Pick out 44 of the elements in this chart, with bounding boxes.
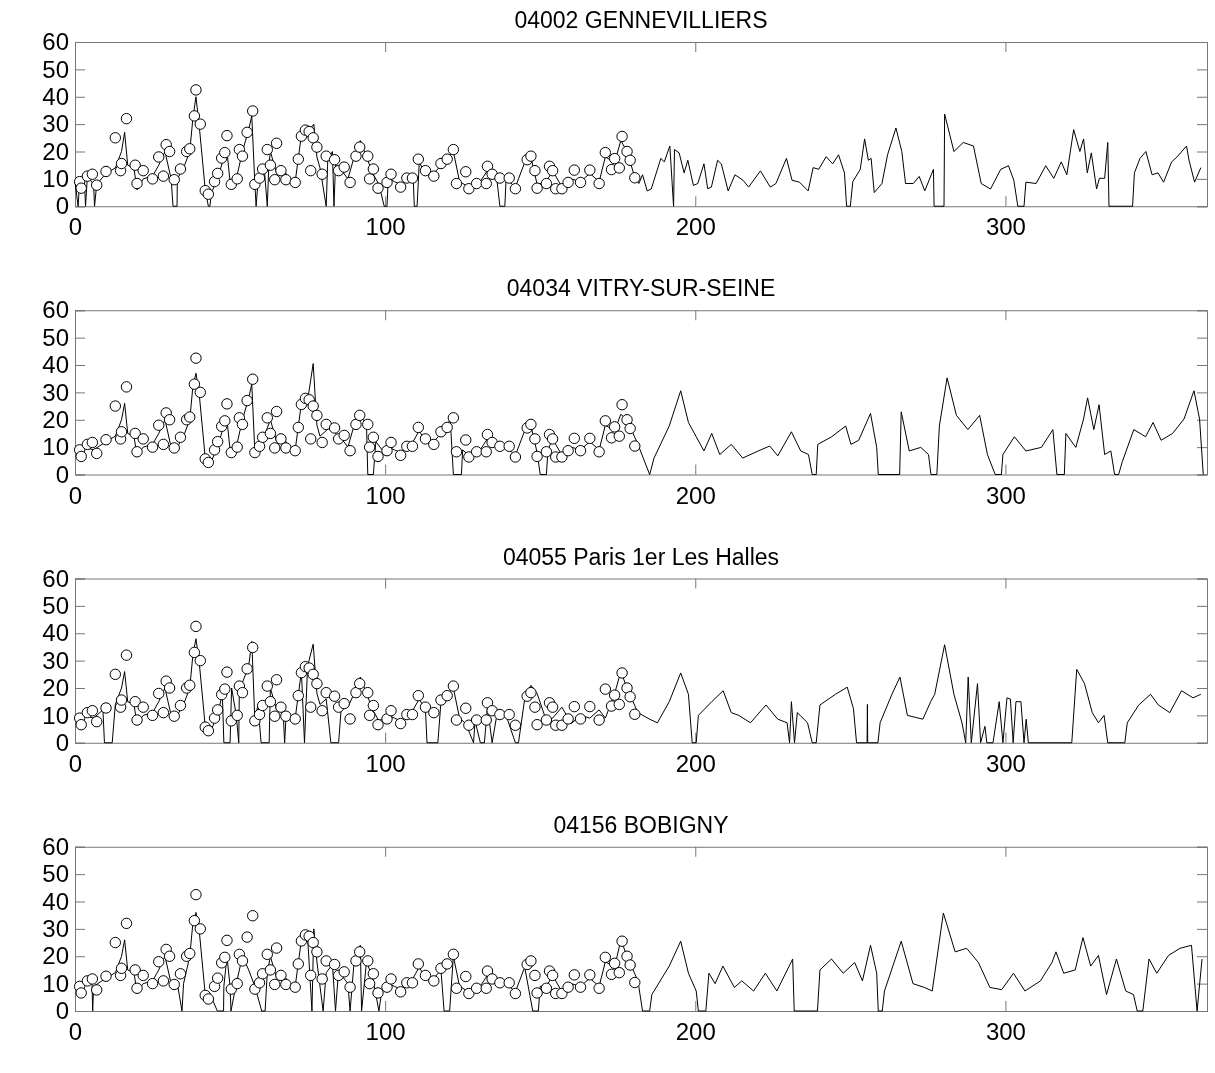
y-tick-label: 30 — [42, 378, 69, 406]
y-tick-label: 0 — [55, 192, 69, 220]
y-tick-label: 10 — [42, 969, 69, 997]
x-tick-label: 200 — [675, 749, 716, 777]
y-tick-label: 50 — [42, 55, 69, 83]
x-tick-label: 100 — [365, 749, 406, 777]
x-tick-label: 100 — [365, 213, 406, 241]
chart-title: 04034 VITRY-SUR-SEINE — [506, 275, 776, 302]
chart-title: 04156 BOBIGNY — [553, 811, 729, 838]
y-tick-label: 50 — [42, 323, 69, 351]
y-tick-label: 40 — [42, 82, 69, 110]
y-tick-label: 0 — [55, 460, 69, 488]
y-tick-label: 60 — [42, 832, 69, 860]
y-tick-label: 10 — [42, 165, 69, 193]
chart-title: 04002 GENNEVILLIERS — [514, 7, 768, 33]
y-tick-label: 60 — [42, 564, 69, 592]
y-tick-label: 10 — [42, 701, 69, 729]
x-tick-label: 200 — [675, 213, 716, 241]
y-tick-label: 40 — [42, 351, 69, 379]
y-tick-label: 40 — [42, 887, 69, 915]
y-tick-label: 30 — [42, 915, 69, 943]
y-tick-label: 30 — [42, 110, 69, 138]
y-tick-label: 10 — [42, 433, 69, 461]
y-tick-label: 0 — [55, 728, 69, 756]
x-tick-label: 200 — [675, 481, 716, 509]
x-tick-label: 300 — [985, 749, 1026, 777]
x-tick-label: 100 — [365, 1018, 406, 1046]
y-tick-label: 20 — [42, 137, 69, 165]
y-tick-label: 30 — [42, 646, 69, 674]
x-tick-label: 100 — [365, 481, 406, 509]
y-tick-label: 60 — [42, 28, 69, 56]
x-tick-label: 300 — [985, 213, 1026, 241]
y-tick-label: 60 — [42, 296, 69, 324]
x-tick-label: 200 — [675, 1018, 716, 1046]
y-tick-label: 20 — [42, 405, 69, 433]
y-tick-label: 40 — [42, 619, 69, 647]
y-tick-label: 20 — [42, 942, 69, 970]
y-tick-label: 0 — [55, 997, 69, 1025]
y-tick-label: 50 — [42, 592, 69, 620]
y-tick-label: 20 — [42, 674, 69, 702]
y-tick-label: 50 — [42, 860, 69, 888]
chart-title: 04055 Paris 1er Les Halles — [502, 543, 780, 570]
x-tick-label: 300 — [985, 481, 1026, 509]
x-tick-label: 300 — [985, 1018, 1026, 1046]
